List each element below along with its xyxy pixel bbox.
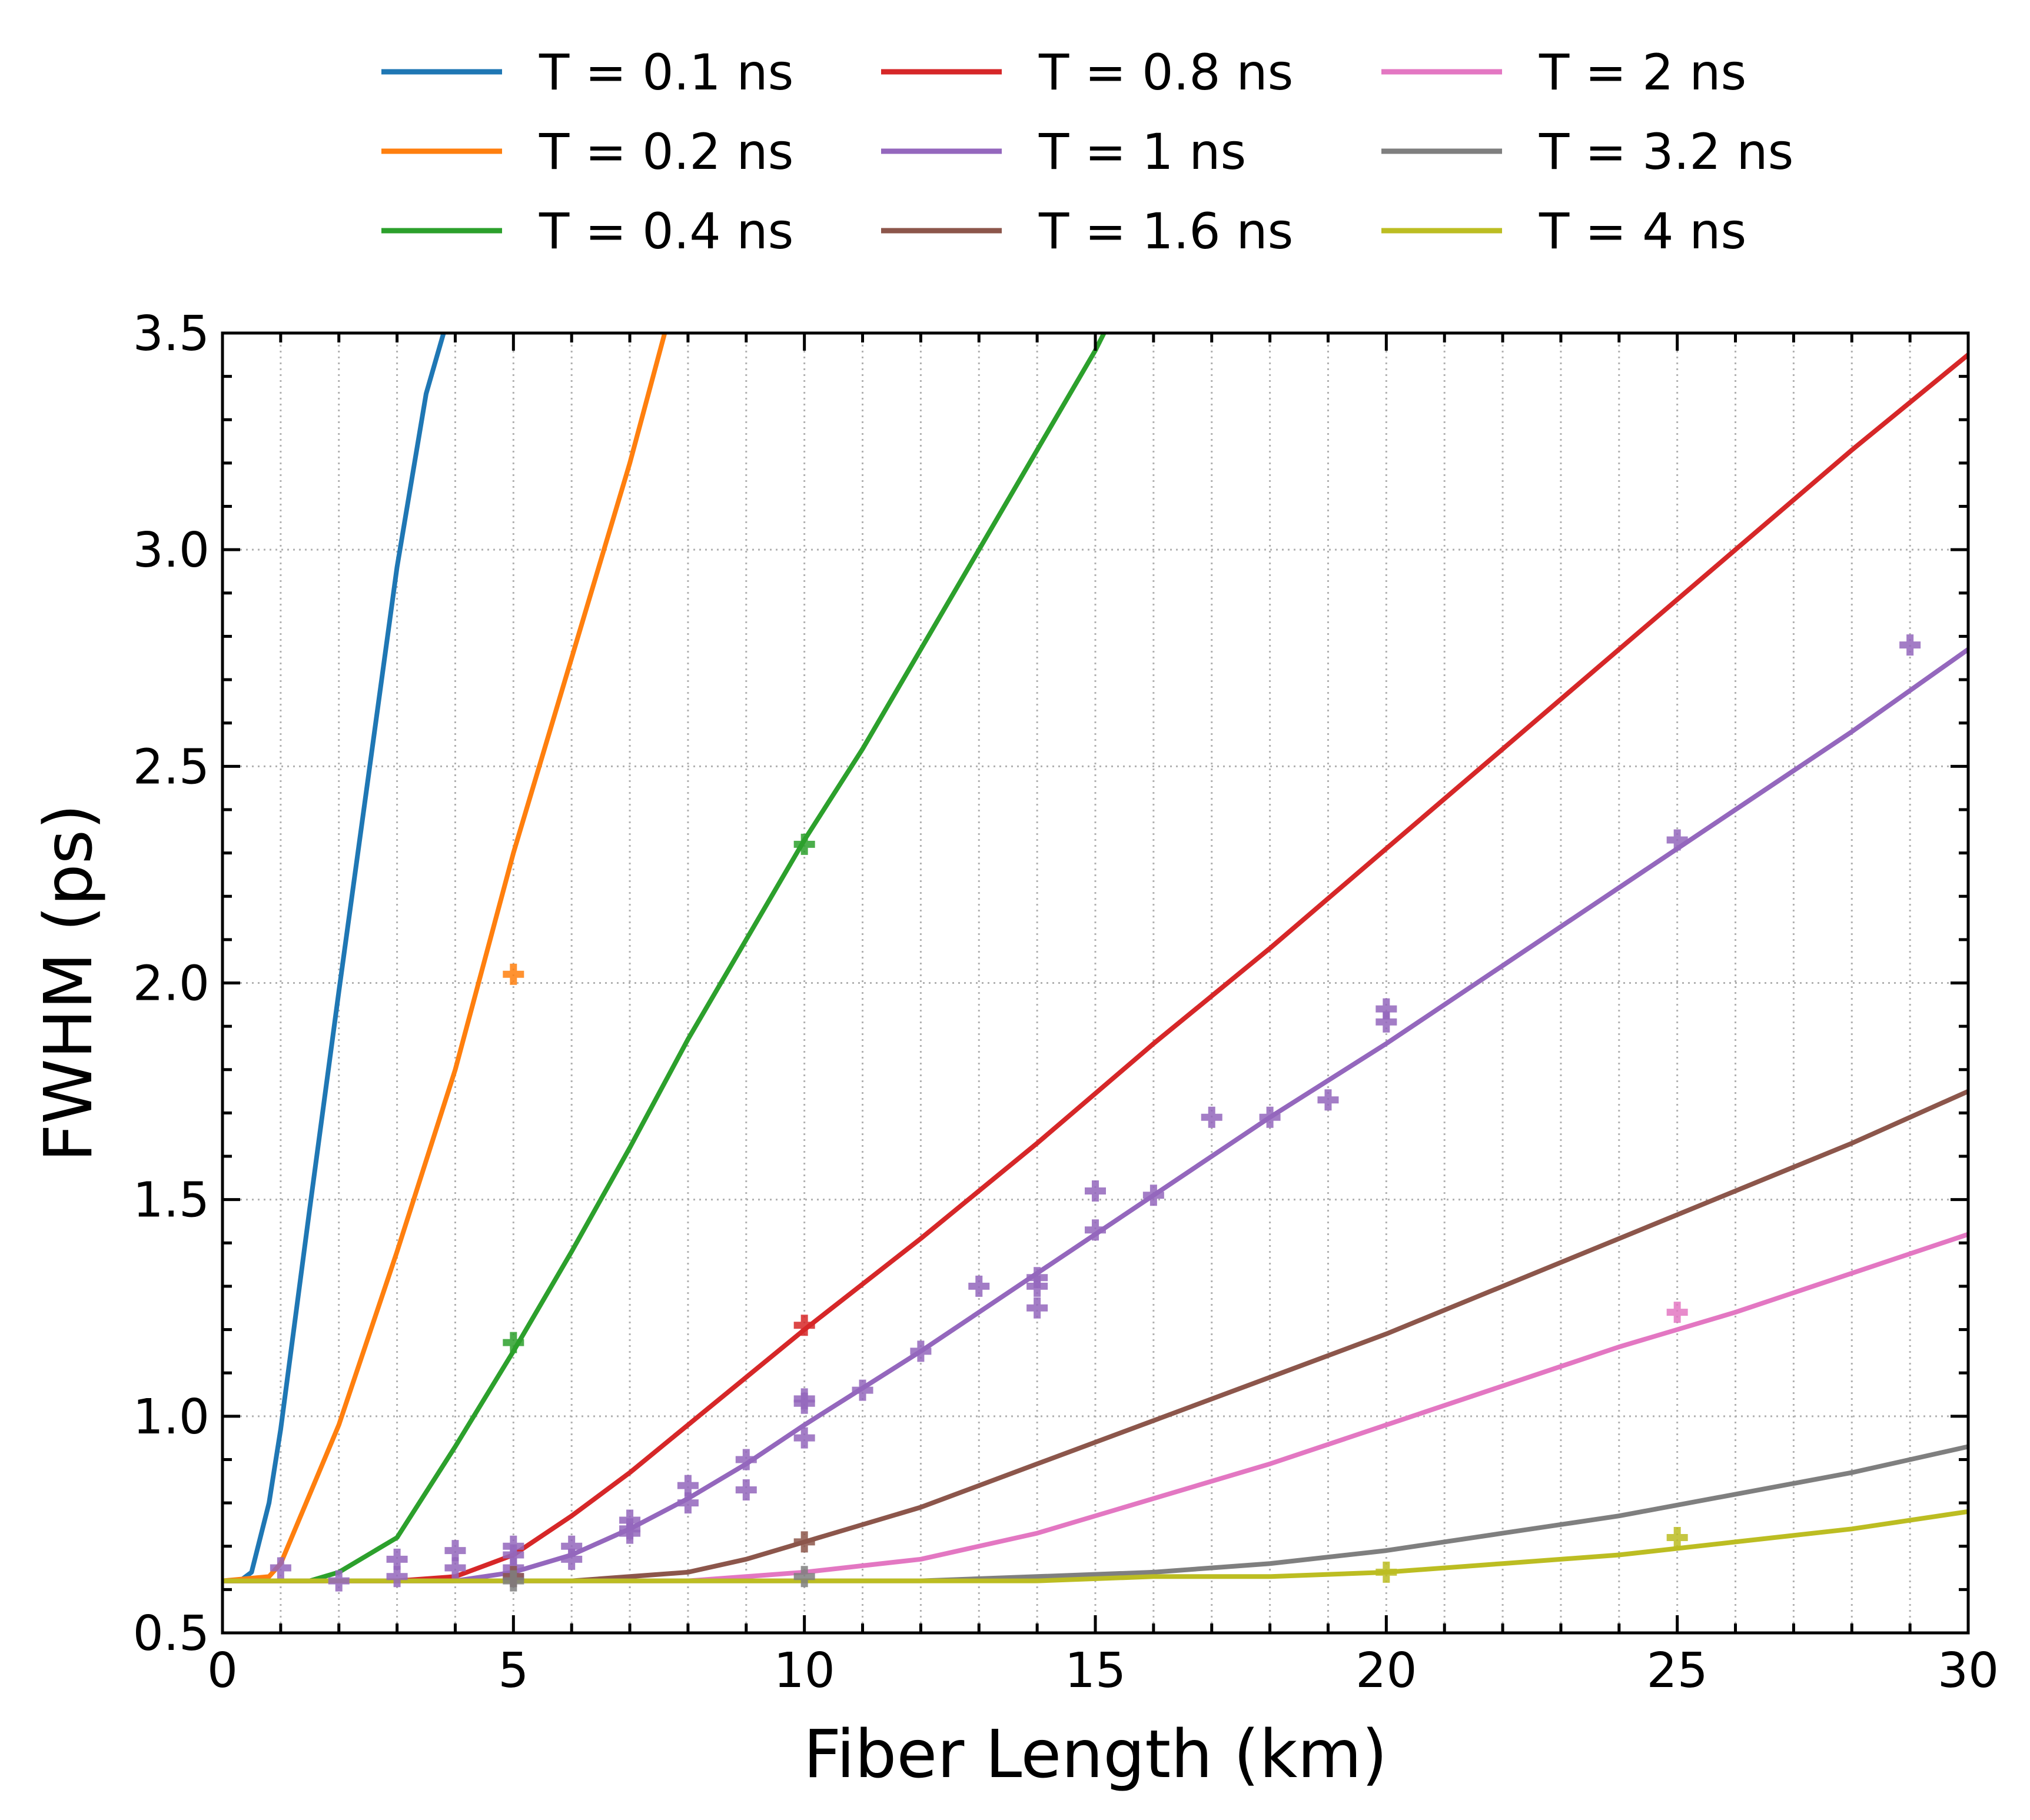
data-point: [793, 1566, 815, 1588]
y-tick-label: 1.5: [133, 1173, 210, 1229]
y-axis-title: FWHM (ps): [31, 804, 107, 1162]
data-point: [852, 1379, 873, 1401]
data-point: [735, 1449, 757, 1470]
data-point: [1026, 1297, 1048, 1319]
data-point: [503, 963, 524, 985]
data-point: [1259, 1106, 1281, 1128]
legend-entry: T = 1.6 ns: [881, 202, 1293, 260]
y-tick-label: 2.0: [133, 956, 210, 1012]
series-line-0: [222, 333, 446, 1583]
series-line-2: [222, 333, 1107, 1583]
legend-entry: T = 2 ns: [1381, 44, 1746, 101]
y-tick-label: 3.5: [133, 306, 210, 362]
data-point: [793, 833, 815, 855]
x-tick-label: 30: [1938, 1643, 1999, 1699]
data-point: [1666, 1302, 1688, 1323]
x-tick-label: 10: [773, 1643, 835, 1699]
data-point: [968, 1275, 990, 1297]
data-point: [444, 1557, 466, 1579]
legend-entry: T = 0.2 ns: [381, 123, 793, 181]
y-tick-label: 2.5: [133, 739, 210, 795]
data-point: [503, 1332, 524, 1353]
x-tick-label: 15: [1065, 1643, 1126, 1699]
data-point: [503, 1570, 524, 1592]
data-point: [1201, 1106, 1222, 1128]
x-tick-label: 25: [1646, 1643, 1707, 1699]
data-point: [1026, 1275, 1048, 1297]
legend-label: T = 1.6 ns: [1038, 202, 1293, 260]
legend-entry: T = 0.8 ns: [881, 44, 1293, 101]
data-point: [328, 1570, 350, 1592]
legend-label: T = 1 ns: [1038, 123, 1246, 181]
data-point: [561, 1548, 583, 1570]
data-point: [1142, 1185, 1164, 1206]
legend-entry: T = 0.1 ns: [381, 44, 793, 101]
series-line-7: [222, 1444, 1968, 1583]
data-point: [619, 1522, 641, 1544]
data-point: [1899, 634, 1921, 656]
legend: T = 0.1 ns T = 0.2 ns T = 0.4 ns T = 0.8 ns…: [381, 44, 1793, 260]
legend-entry: T = 4 ns: [1381, 202, 1746, 260]
y-tick-label: 0.5: [133, 1606, 210, 1662]
x-axis-title: Fiber Length (km): [803, 1716, 1387, 1793]
legend-entry: T = 1 ns: [881, 123, 1246, 181]
data-point: [910, 1340, 932, 1362]
data-point: [793, 1392, 815, 1414]
legend-label: T = 0.8 ns: [1038, 44, 1293, 101]
series-line-8: [222, 1509, 1968, 1583]
x-tick-label: 5: [498, 1643, 529, 1699]
data-point: [270, 1557, 291, 1579]
data-point: [1317, 1089, 1339, 1111]
x-tick-label: 20: [1355, 1643, 1417, 1699]
data-point: [1376, 1011, 1397, 1033]
series-markers: [270, 634, 1921, 1592]
legend-label: T = 2 ns: [1539, 44, 1746, 101]
x-tick-label: 0: [207, 1643, 238, 1699]
data-point: [1666, 1527, 1688, 1549]
data-point: [793, 1531, 815, 1553]
data-point: [1085, 1180, 1106, 1202]
data-point: [793, 1315, 815, 1336]
data-point: [1666, 829, 1688, 851]
axis-ticks: 0 5 10 15 20 25 30 0.5 1.0 1.5 2.0 2.5 3.0 3.5: [133, 306, 1999, 1699]
legend-label: T = 0.1 ns: [539, 44, 793, 101]
data-point: [1376, 1561, 1397, 1583]
data-point: [735, 1479, 757, 1501]
series-line-5: [222, 1089, 1968, 1583]
legend-label: T = 4 ns: [1539, 202, 1746, 260]
y-tick-label: 3.0: [133, 523, 210, 578]
legend-label: T = 0.4 ns: [539, 202, 793, 260]
data-point: [793, 1427, 815, 1449]
grid: [222, 333, 1968, 1633]
y-tick-label: 1.0: [133, 1389, 210, 1445]
data-point: [386, 1566, 408, 1588]
data-point: [1085, 1219, 1106, 1241]
legend-entry: T = 3.2 ns: [1381, 123, 1793, 181]
legend-entry: T = 0.4 ns: [381, 202, 793, 260]
legend-label: T = 0.2 ns: [539, 123, 793, 181]
data-point: [677, 1492, 699, 1514]
legend-label: T = 3.2 ns: [1539, 123, 1793, 181]
